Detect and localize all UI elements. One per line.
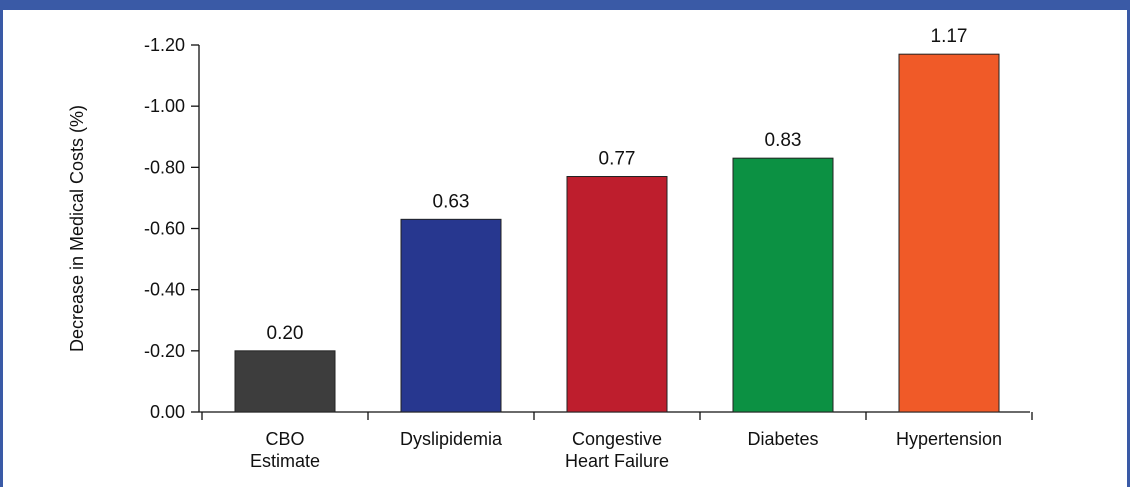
value-label: 1.17 <box>931 26 968 47</box>
y-tick-label: -1.00 <box>144 96 185 116</box>
y-axis-title: Decrease in Medical Costs (%) <box>67 105 87 352</box>
y-tick-label: -0.40 <box>144 280 185 300</box>
x-tick-label: CBO Estimate <box>250 429 320 471</box>
y-tick-label: -0.80 <box>144 157 185 177</box>
y-tick-label: 0.00 <box>150 402 185 422</box>
x-tick-label: Diabetes <box>747 429 818 449</box>
bar <box>234 350 336 413</box>
x-tick-label: Hypertension <box>896 429 1002 449</box>
x-tick-label: Congestive Heart Failure <box>565 429 669 471</box>
value-label: 0.83 <box>765 130 802 151</box>
bar <box>566 176 668 413</box>
x-tick-label: Dyslipidemia <box>400 429 503 449</box>
y-axis: 0.00 -0.20 -0.40 -0.60 -0.80 -1.00 -1.20 <box>144 35 200 422</box>
y-tick-label: -0.60 <box>144 219 185 239</box>
y-tick-label: -1.20 <box>144 35 185 55</box>
value-label: 0.63 <box>433 191 470 212</box>
x-axis: CBO Estimate Dyslipidemia Congestive Heart F… <box>199 411 1033 471</box>
bar <box>732 157 834 413</box>
y-tick-label: -0.20 <box>144 341 185 361</box>
bars <box>234 53 1000 413</box>
bar <box>898 53 1000 413</box>
value-labels: 0.20 0.63 0.77 0.83 1.17 <box>267 26 968 344</box>
value-label: 0.77 <box>599 149 636 170</box>
bar <box>400 218 502 413</box>
value-label: 0.20 <box>267 323 304 344</box>
